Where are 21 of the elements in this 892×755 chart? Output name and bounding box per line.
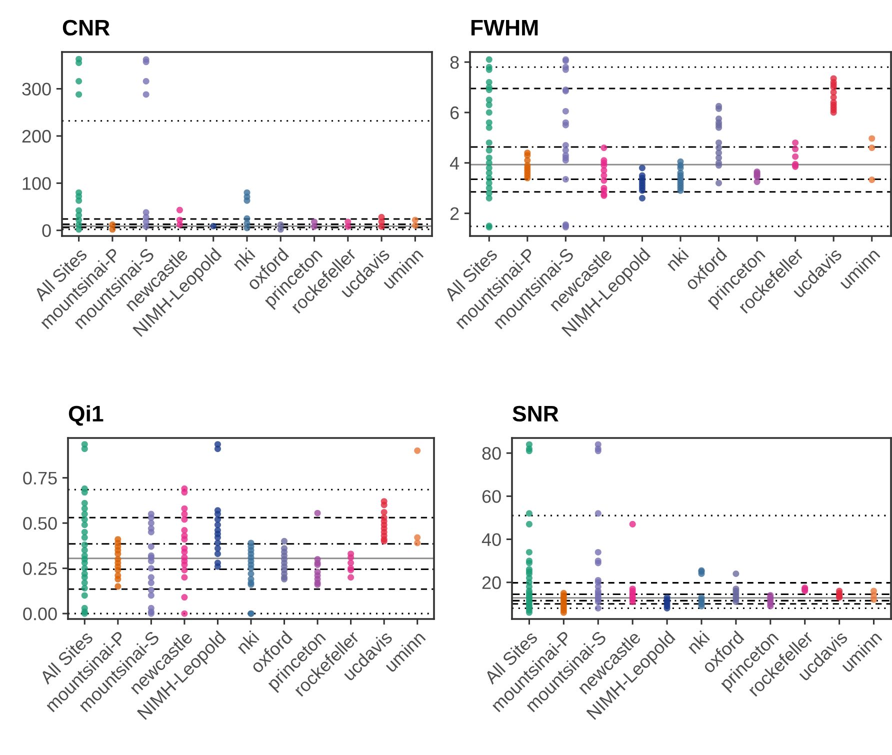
y-tick-label: 20 [482,576,501,590]
y-tick-label: 0.50 [23,517,57,530]
x-tick-label: nki [665,247,689,272]
y-tick-label: 60 [482,490,501,503]
chart-title: Qi1 [68,405,104,426]
y-tick-label: 300 [22,82,51,96]
y-tick-label: 0.75 [23,472,57,485]
y-tick-label: 80 [482,447,501,460]
chart-title: FWHM [471,20,538,36]
y-tick-label: 200 [22,130,51,143]
y-tick-label: 8 [450,56,459,69]
y-tick-label: 2 [450,207,459,220]
chart-title: CNR [62,20,110,36]
y-tick-label: 4 [450,157,460,170]
y-tick-label: 100 [22,177,51,190]
y-tick-label: 0 [42,224,51,238]
y-tick-label: 6 [450,106,459,120]
chart-title: SNR [512,406,558,422]
y-tick-label: 0.00 [23,608,57,620]
y-tick-label: 40 [482,533,501,546]
y-tick-label: 0.25 [23,562,57,576]
